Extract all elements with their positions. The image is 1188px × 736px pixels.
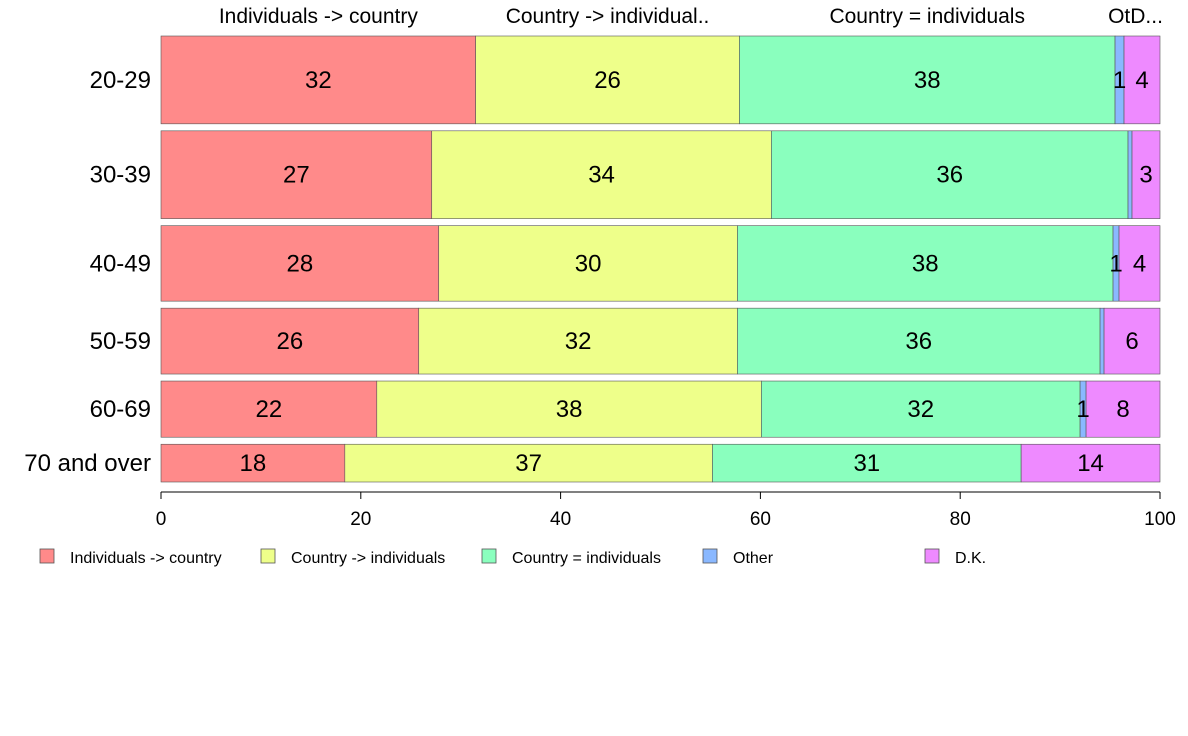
bar-segment: [761, 380, 1081, 438]
bar-segment: [438, 225, 738, 302]
data-label: 37: [515, 450, 542, 477]
data-label: 8: [1116, 396, 1129, 423]
data-label: 30: [575, 250, 602, 277]
x-tick-label: 100: [1144, 509, 1176, 530]
data-label: 14: [1077, 450, 1104, 477]
bar-segment: [431, 130, 772, 219]
bar-segment: [344, 443, 713, 483]
data-label: 28: [287, 250, 314, 277]
bar-segment: [1099, 307, 1105, 375]
top-category-labels: Individuals -> country Country -> individ…: [219, 5, 1163, 28]
data-label: 4: [1133, 250, 1146, 277]
row-labels: 20-29 30-39 40-49 50-59 60-69 70 and over: [24, 67, 151, 477]
row-label: 50-59: [90, 328, 151, 355]
bar-segment: [160, 380, 378, 438]
x-axis: 0 20 40 60 80 100: [156, 491, 1176, 530]
data-label: 22: [256, 396, 283, 423]
data-label: 36: [936, 162, 963, 189]
bar-segment: [160, 307, 420, 375]
data-label: 32: [565, 328, 592, 355]
bar-segment: [475, 35, 740, 125]
bar-segment: [771, 130, 1129, 219]
data-label: 1: [1076, 396, 1089, 423]
row-label: 20-29: [90, 67, 151, 94]
data-label: 4: [1135, 67, 1148, 94]
legend-label: Country = individuals: [512, 550, 661, 567]
x-tick-label: 40: [550, 509, 571, 530]
row-label: 70 and over: [24, 450, 151, 477]
x-tick-label: 20: [350, 509, 371, 530]
data-label: 26: [594, 67, 621, 94]
data-label: 38: [556, 396, 583, 423]
x-tick-label: 80: [950, 509, 971, 530]
row-label: 40-49: [90, 250, 151, 277]
top-label: OtD...: [1108, 5, 1163, 28]
legend-label: Other: [733, 550, 774, 567]
bar-segment: [737, 307, 1101, 375]
top-label: Country -> individual..: [506, 5, 710, 28]
bar-segment: [418, 307, 738, 375]
legend: Individuals -> country Country -> individ…: [39, 548, 986, 567]
legend-swatch: [702, 548, 718, 564]
bar-segment: [376, 380, 762, 438]
bar-segment: [1085, 380, 1161, 438]
bar-segment: [1131, 130, 1161, 219]
data-label: 27: [283, 162, 310, 189]
bar-segment: [1103, 307, 1161, 375]
bar-segment: [160, 225, 440, 302]
x-tick-label: 0: [156, 509, 167, 530]
data-label: 32: [305, 67, 332, 94]
legend-swatch: [481, 548, 497, 564]
data-label: 26: [277, 328, 304, 355]
bar-segment: [1020, 443, 1161, 483]
data-label: 31: [853, 450, 880, 477]
legend-swatch: [260, 548, 276, 564]
data-label: 3: [1139, 162, 1152, 189]
data-label: 6: [1125, 328, 1138, 355]
bars: 32 26 38 1 427 34 36 328 30 38 1 426 32 36 622 38 32 1 818…: [160, 35, 1161, 483]
data-label: 1: [1109, 250, 1122, 277]
top-label: Individuals -> country: [219, 5, 419, 28]
legend-label: D.K.: [955, 550, 986, 567]
data-label: 32: [907, 396, 934, 423]
bar-segment: [160, 35, 476, 125]
legend-label: Country -> individuals: [291, 550, 445, 567]
legend-label: Individuals -> country: [70, 550, 222, 567]
bar-segment: [737, 225, 1114, 302]
bar-segment: [712, 443, 1022, 483]
bar-segment: [1127, 130, 1133, 219]
bar-segment: [739, 35, 1116, 125]
top-label: Country = individuals: [829, 5, 1025, 28]
data-label: 34: [588, 162, 615, 189]
data-label: 38: [914, 67, 941, 94]
row-label: 60-69: [90, 396, 151, 423]
bar-segment: [1123, 35, 1161, 125]
bar-segment: [1118, 225, 1161, 302]
row-label: 30-39: [90, 162, 151, 189]
legend-swatch: [924, 548, 940, 564]
data-label: 1: [1113, 67, 1126, 94]
data-label: 36: [905, 328, 932, 355]
x-tick-label: 60: [750, 509, 771, 530]
bar-segment: [160, 443, 346, 483]
data-label: 38: [912, 250, 939, 277]
legend-swatch: [39, 548, 55, 564]
data-label: 18: [240, 450, 267, 477]
bar-segment: [160, 130, 433, 219]
